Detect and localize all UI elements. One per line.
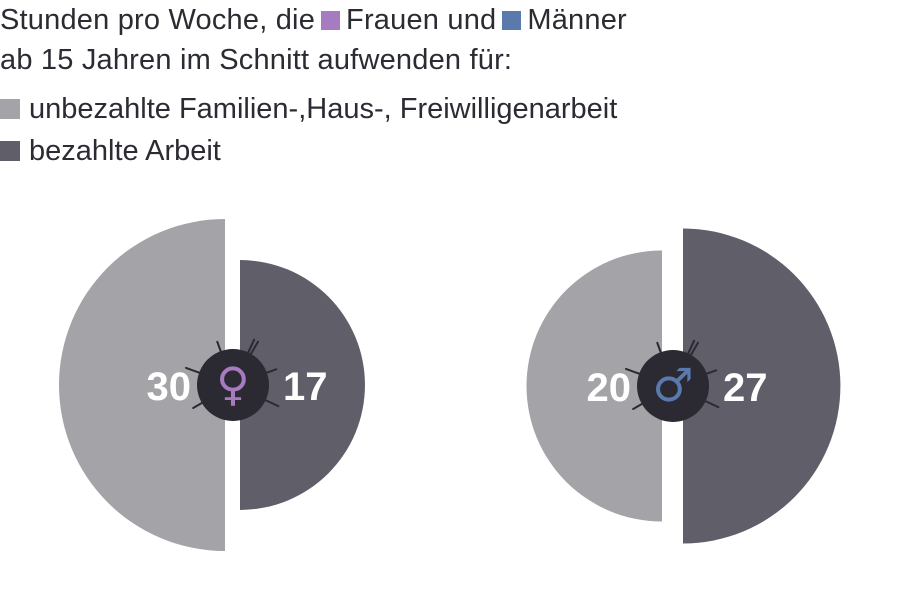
men-label: Männer <box>527 4 627 36</box>
badge-spike-männer-2 <box>702 399 720 409</box>
legend-swatch-unpaid <box>0 99 20 119</box>
unpaid-half-frauen <box>59 219 225 551</box>
chart-header: Stunden pro Woche, die Frauen und Männer a… <box>0 0 900 80</box>
legend-item-unpaid: unbezahlte Familien-,Haus-, Freiwilligen… <box>0 88 617 130</box>
legend: unbezahlte Familien-,Haus-, Freiwilligen… <box>0 88 617 172</box>
badge-spike-frauen-1 <box>263 368 278 375</box>
badge-spike-frauen-6 <box>249 340 259 357</box>
value-paid-frauen: 17 <box>283 365 328 409</box>
badge-spike-frauen-2 <box>262 398 280 408</box>
badge-spike-frauen-0 <box>246 338 256 356</box>
legend-item-paid: bezahlte Arbeit <box>0 130 617 172</box>
value-unpaid-frauen: 30 <box>147 365 192 409</box>
badge-spike-frauen-4 <box>185 366 203 375</box>
title-line-2: ab 15 Jahren im Schnitt aufwenden für: <box>0 44 513 76</box>
legend-label-paid: bezahlte Arbeit <box>29 135 221 167</box>
women-color-swatch <box>321 11 341 30</box>
paid-half-männer <box>683 228 841 544</box>
male-symbol-icon: ♂ <box>652 358 693 412</box>
legend-label-unpaid: unbezahlte Familien-,Haus-, Freiwilligen… <box>29 93 618 125</box>
value-unpaid-männer: 20 <box>587 366 632 410</box>
unpaid-half-männer <box>526 250 662 522</box>
title-prefix: Stunden pro Woche, die <box>0 4 316 36</box>
badge-spike-männer-3 <box>632 402 645 410</box>
women-label: Frauen und <box>346 4 497 36</box>
badge-spike-männer-4 <box>625 367 643 376</box>
badge-männer <box>637 350 709 422</box>
badge-spike-frauen-5 <box>216 340 223 355</box>
value-paid-männer: 27 <box>723 366 768 410</box>
men-color-swatch <box>502 11 522 30</box>
badge-spike-männer-6 <box>689 341 699 358</box>
paid-half-frauen <box>240 260 365 510</box>
female-symbol-icon: ♀ <box>216 357 250 411</box>
legend-swatch-paid <box>0 141 20 161</box>
badge-spike-frauen-3 <box>192 401 205 409</box>
badge-spike-männer-0 <box>686 339 696 357</box>
badge-frauen <box>197 349 269 421</box>
title-line-1: Stunden pro Woche, die Frauen und Männer <box>0 0 900 40</box>
